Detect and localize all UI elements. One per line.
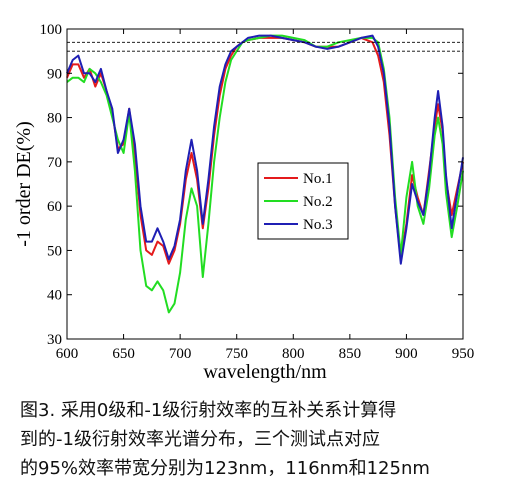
y-tick-label: 100 (40, 22, 63, 38)
reference-lines (67, 41, 463, 52)
x-tick-label: 700 (169, 346, 192, 362)
x-tick-label: 800 (282, 346, 305, 362)
y-axis: 30 40 50 60 70 80 90 100 (40, 22, 463, 348)
legend-label: No.3 (303, 217, 333, 233)
y-tick-label: 90 (47, 66, 62, 82)
x-tick-label: 600 (56, 346, 79, 362)
plot-frame (66, 28, 464, 340)
y-tick-label: 80 (47, 111, 62, 127)
y-tick-label: 40 (47, 288, 62, 304)
legend-label: No.2 (303, 194, 333, 210)
x-tick-label: 900 (395, 346, 418, 362)
y-tick-label: 60 (47, 199, 62, 215)
chart: 600 650 700 750 800 850 900 950 30 40 50 60 70 80 90 1… (13, 22, 475, 383)
x-tick-label: 650 (112, 346, 135, 362)
x-axis-label: wavelength/nm (203, 361, 327, 383)
plot-lines (66, 34, 464, 314)
legend: No.1 No.2 No.3 (257, 162, 349, 240)
figure-caption: 图3. 采用0级和-1级衍射效率的互补关系计算得 到的-1级衍射效率光谱分布，三… (20, 396, 510, 483)
series-line-2 (66, 34, 464, 314)
y-tick-label: 70 (47, 155, 62, 171)
x-tick-label: 950 (452, 346, 475, 362)
legend-label: No.1 (303, 171, 333, 187)
x-axis: 600 650 700 750 800 850 900 950 (56, 29, 475, 362)
y-tick-label: 30 (47, 332, 62, 348)
series-line-3 (66, 34, 464, 265)
caption-line-3: 的95%效率带宽分别为123nm，116nm和125nm (20, 458, 430, 479)
caption-line-1: 图3. 采用0级和-1级衍射效率的互补关系计算得 (20, 400, 397, 421)
y-tick-label: 50 (47, 243, 62, 259)
x-tick-label: 750 (225, 346, 248, 362)
caption-line-2: 到的-1级衍射效率光谱分布，三个测试点对应 (20, 429, 380, 450)
x-tick-label: 850 (339, 346, 362, 362)
y-axis-label: -1 order DE(%) (13, 121, 35, 247)
